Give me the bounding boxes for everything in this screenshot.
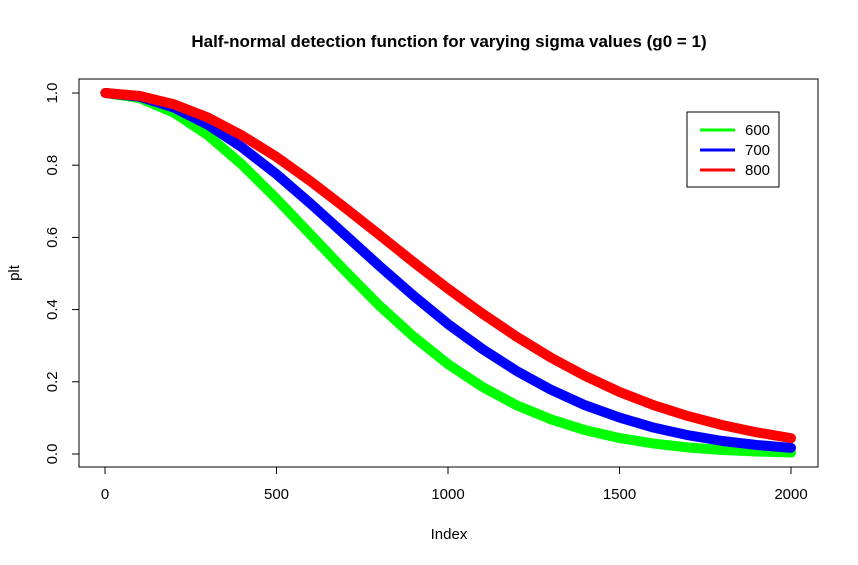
y-axis: 0.0 0.2 0.4 0.6 0.8 1.0 bbox=[44, 83, 80, 465]
series-layer bbox=[100, 88, 796, 458]
series-line-700 bbox=[100, 88, 796, 453]
legend-label-700: 700 bbox=[745, 142, 770, 159]
x-tick-label: 1000 bbox=[431, 486, 464, 503]
y-tick-label: 1.0 bbox=[44, 83, 61, 104]
legend-label-800: 800 bbox=[745, 162, 770, 179]
chart-title: Half-normal detection function for varyi… bbox=[191, 32, 706, 51]
series-line-600 bbox=[100, 88, 796, 458]
y-tick-label: 0.8 bbox=[44, 155, 61, 176]
legend: 600 700 800 bbox=[686, 111, 780, 188]
y-tick-label: 0.0 bbox=[44, 444, 61, 465]
x-axis: 0 500 1000 1500 2000 bbox=[101, 466, 808, 503]
y-tick-label: 0.4 bbox=[44, 299, 61, 320]
y-tick-label: 0.6 bbox=[44, 227, 61, 248]
x-tick-label: 2000 bbox=[774, 486, 807, 503]
x-tick-label: 1500 bbox=[603, 486, 636, 503]
x-axis-label: Index bbox=[431, 526, 468, 543]
legend-label-600: 600 bbox=[745, 122, 770, 139]
y-tick-label: 0.2 bbox=[44, 371, 61, 392]
x-tick-label: 0 bbox=[101, 486, 109, 503]
y-axis-label: plt bbox=[6, 264, 23, 281]
series-line-800 bbox=[100, 88, 796, 444]
x-tick-label: 500 bbox=[264, 486, 289, 503]
